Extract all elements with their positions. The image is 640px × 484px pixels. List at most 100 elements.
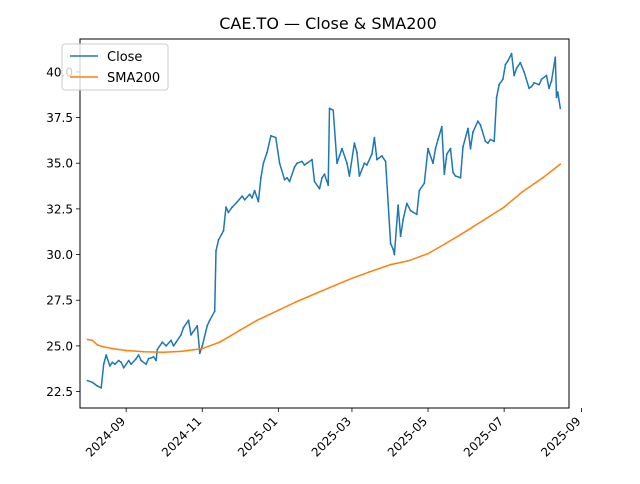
data-point-close bbox=[161, 341, 164, 344]
data-point-close bbox=[327, 184, 330, 187]
data-point-close bbox=[346, 162, 348, 165]
data-point-close bbox=[208, 319, 211, 322]
data-point-sma200 bbox=[503, 206, 505, 209]
data-point-sma200 bbox=[102, 345, 105, 348]
data-point-close bbox=[155, 359, 158, 362]
data-point-close bbox=[251, 197, 254, 199]
data-point-close bbox=[175, 341, 178, 344]
data-point-close bbox=[187, 319, 190, 322]
data-point-sma200 bbox=[407, 260, 409, 262]
data-point-close bbox=[399, 235, 402, 238]
data-point-close bbox=[274, 136, 277, 139]
data-point-sma200 bbox=[201, 347, 204, 350]
data-point-close bbox=[225, 206, 227, 209]
data-point-sma200 bbox=[125, 349, 128, 352]
data-point-close bbox=[538, 83, 540, 86]
data-point-close bbox=[266, 151, 268, 154]
data-point-close bbox=[137, 354, 140, 356]
data-point-sma200 bbox=[333, 284, 336, 287]
data-point-close bbox=[443, 173, 446, 176]
data-point-close bbox=[353, 142, 356, 145]
data-point-close bbox=[454, 175, 457, 177]
data-point-close bbox=[235, 202, 237, 205]
data-point-close bbox=[545, 74, 548, 77]
data-point-sma200 bbox=[142, 350, 145, 353]
data-point-close bbox=[217, 239, 220, 241]
data-point-close bbox=[303, 164, 306, 166]
series-layer bbox=[86, 52, 562, 389]
data-point-close bbox=[445, 153, 448, 156]
data-point-close bbox=[548, 87, 550, 90]
data-point-close bbox=[328, 107, 331, 110]
data-point-close bbox=[313, 180, 316, 183]
data-point-close bbox=[402, 218, 404, 221]
data-point-sma200 bbox=[427, 252, 429, 255]
data-point-close bbox=[427, 147, 429, 150]
data-point-close bbox=[495, 96, 498, 99]
data-point-close bbox=[306, 162, 308, 165]
data-point-close bbox=[262, 162, 265, 165]
data-point-close bbox=[556, 91, 559, 93]
data-point-close bbox=[467, 127, 469, 130]
data-point-close bbox=[278, 162, 281, 165]
data-point-sma200 bbox=[389, 263, 392, 266]
data-point-sma200 bbox=[111, 347, 114, 350]
data-point-close bbox=[100, 387, 103, 389]
data-point-close bbox=[248, 193, 251, 196]
data-point-close bbox=[213, 310, 216, 313]
data-point-close bbox=[523, 71, 525, 73]
data-point-close bbox=[215, 250, 217, 252]
data-point-close bbox=[356, 151, 358, 154]
data-point-close bbox=[170, 339, 173, 342]
data-point-close bbox=[373, 136, 376, 139]
series-close bbox=[86, 52, 562, 389]
data-point-close bbox=[432, 162, 434, 165]
data-point-close bbox=[198, 352, 201, 355]
data-point-close bbox=[493, 140, 496, 143]
data-point-close bbox=[152, 356, 155, 358]
data-point-close bbox=[286, 176, 288, 179]
data-point-close bbox=[321, 176, 323, 179]
data-point-sma200 bbox=[351, 277, 353, 280]
data-point-sma200 bbox=[444, 242, 447, 245]
data-point-close bbox=[127, 359, 130, 362]
data-point-close bbox=[528, 87, 530, 90]
y-tick-label: 27.5 bbox=[46, 294, 73, 308]
data-point-close bbox=[120, 361, 123, 364]
y-tick-label: 35.0 bbox=[46, 157, 73, 171]
data-point-close bbox=[231, 206, 234, 209]
data-point-close bbox=[94, 383, 96, 386]
data-point-close bbox=[114, 363, 116, 366]
data-point-close bbox=[381, 155, 383, 157]
data-point-sma200 bbox=[218, 341, 221, 344]
data-point-close bbox=[559, 107, 562, 110]
data-point-close bbox=[283, 178, 286, 181]
data-point-close bbox=[462, 145, 464, 148]
data-point-sma200 bbox=[294, 301, 297, 303]
data-point-close bbox=[257, 200, 260, 203]
data-point-close bbox=[507, 60, 509, 62]
data-point-close bbox=[434, 147, 437, 150]
data-point-close bbox=[91, 381, 94, 384]
data-point-close bbox=[341, 147, 343, 150]
data-point-close bbox=[389, 242, 392, 245]
data-point-close bbox=[293, 166, 296, 168]
data-point-close bbox=[130, 363, 133, 366]
data-point-close bbox=[86, 379, 89, 382]
data-point-close bbox=[222, 229, 225, 232]
data-point-sma200 bbox=[277, 309, 280, 312]
data-point-close bbox=[201, 345, 204, 347]
data-point-close bbox=[332, 109, 335, 112]
data-point-close bbox=[409, 209, 412, 212]
data-point-close bbox=[459, 176, 462, 179]
data-point-close bbox=[397, 204, 399, 207]
data-point-close bbox=[510, 52, 513, 55]
data-point-close bbox=[415, 213, 418, 216]
data-point-close bbox=[554, 56, 557, 59]
plot-frame bbox=[79, 38, 570, 409]
data-point-close bbox=[449, 147, 452, 150]
data-point-sma200 bbox=[180, 350, 182, 353]
data-point-close bbox=[513, 74, 515, 77]
data-point-close bbox=[105, 354, 108, 356]
